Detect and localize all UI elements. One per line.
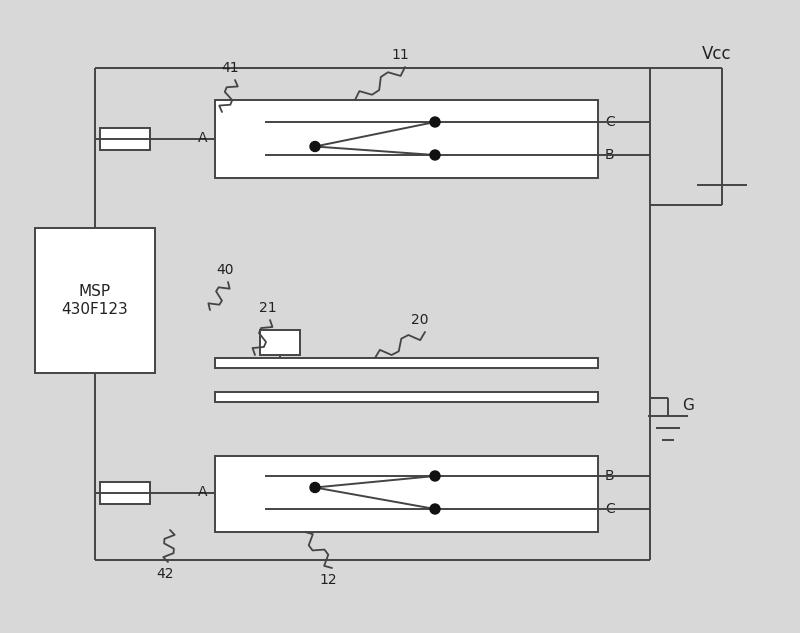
Text: 20: 20 [411,313,429,327]
Text: A: A [198,132,207,146]
Text: 41: 41 [221,61,239,75]
Text: 11: 11 [391,48,409,62]
Circle shape [430,117,440,127]
Bar [100,482,150,503]
Circle shape [430,504,440,514]
Bar [215,358,598,368]
Bar [215,456,598,532]
Bar [100,127,150,149]
Circle shape [430,150,440,160]
Text: C: C [605,502,614,516]
Text: C: C [605,115,614,129]
Text: Vcc: Vcc [702,45,732,63]
Text: 12: 12 [319,573,337,587]
Text: 40: 40 [216,263,234,277]
Bar [215,100,598,178]
Text: G: G [682,399,694,413]
Text: 42: 42 [156,567,174,581]
Bar [215,392,598,402]
Circle shape [430,471,440,481]
Text: 21: 21 [259,301,277,315]
Bar [35,228,155,373]
Circle shape [310,482,320,492]
Text: MSP
430F123: MSP 430F123 [62,284,128,316]
Text: A: A [198,486,207,499]
Text: B: B [605,148,614,162]
Bar [260,330,300,355]
Circle shape [310,142,320,151]
Text: B: B [605,469,614,483]
